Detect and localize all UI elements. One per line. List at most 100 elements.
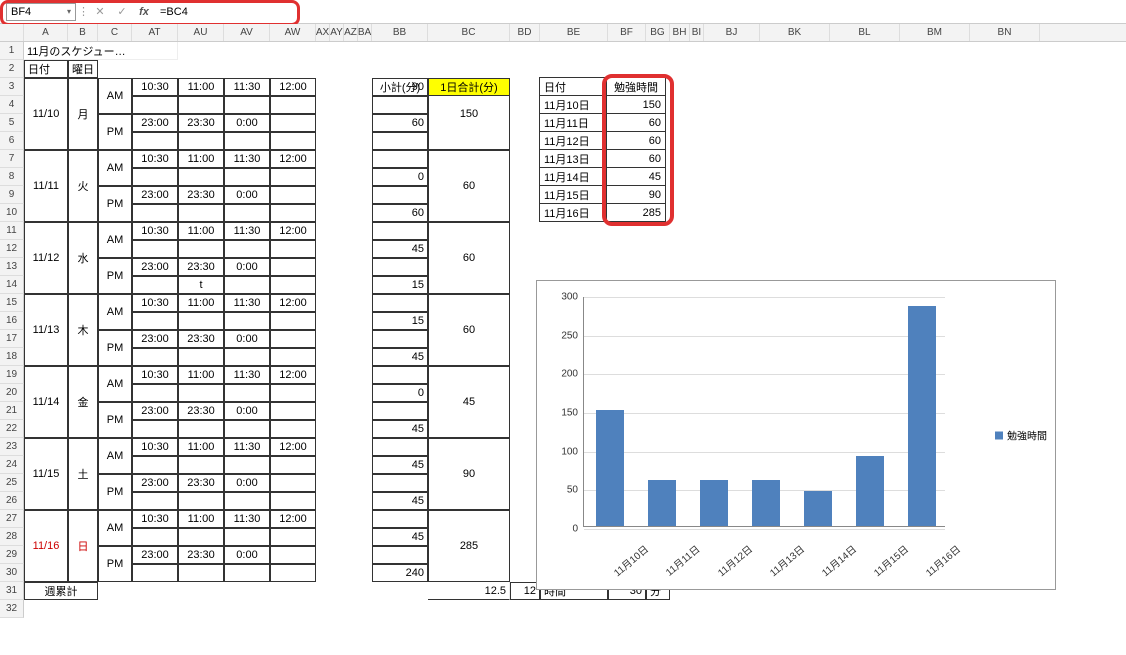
e[interactable] xyxy=(224,528,270,546)
e[interactable] xyxy=(224,312,270,330)
sub-1-0[interactable] xyxy=(372,150,428,168)
am-t-2-3[interactable]: 12:00 xyxy=(270,222,316,240)
pm-t-4-0[interactable]: 23:00 xyxy=(132,402,178,420)
sum-date[interactable]: 11月12日 xyxy=(539,131,607,150)
sub-1-3[interactable]: 60 xyxy=(372,204,428,222)
am-t-5-2[interactable]: 11:30 xyxy=(224,438,270,456)
pm-t-2-1[interactable]: 23:30 xyxy=(178,258,224,276)
am-t-4-2[interactable]: 11:30 xyxy=(224,366,270,384)
pm-3[interactable]: PM xyxy=(98,330,132,366)
e[interactable] xyxy=(178,528,224,546)
hdr-date[interactable]: 日付 xyxy=(24,60,68,78)
pm-t-1-0[interactable]: 23:00 xyxy=(132,186,178,204)
sum-hdr-val[interactable]: 勉強時間 xyxy=(606,77,666,96)
sum-val[interactable]: 150 xyxy=(606,95,666,114)
e[interactable] xyxy=(224,240,270,258)
wd-3[interactable]: 木 xyxy=(68,294,98,366)
row-header-8[interactable]: 8 xyxy=(0,168,24,186)
am-6[interactable]: AM xyxy=(98,510,132,546)
pm-t-2-2[interactable]: 0:00 xyxy=(224,258,270,276)
col-header-AU[interactable]: AU xyxy=(178,24,224,41)
sub-2-2[interactable] xyxy=(372,258,428,276)
weektotal-label[interactable]: 週累計 xyxy=(24,582,98,600)
date-2[interactable]: 11/12 xyxy=(24,222,68,294)
col-header-AV[interactable]: AV xyxy=(224,24,270,41)
e[interactable] xyxy=(270,492,316,510)
am-t-0-0[interactable]: 10:30 xyxy=(132,78,178,96)
sum-val[interactable]: 285 xyxy=(606,203,666,222)
row-header-3[interactable]: 3 xyxy=(0,78,24,96)
e[interactable] xyxy=(270,564,316,582)
insert-function-button[interactable]: fx xyxy=(134,3,154,21)
tot-2[interactable]: 60 xyxy=(428,222,510,294)
col-header-BG[interactable]: BG xyxy=(646,24,670,41)
pm-t-0-1[interactable]: 23:30 xyxy=(178,114,224,132)
e[interactable] xyxy=(224,96,270,114)
wd-2[interactable]: 水 xyxy=(68,222,98,294)
sum-date[interactable]: 11月11日 xyxy=(539,113,607,132)
am-t-4-3[interactable]: 12:00 xyxy=(270,366,316,384)
pm-t-2-0[interactable]: 23:00 xyxy=(132,258,178,276)
col-header-B[interactable]: B xyxy=(68,24,98,41)
e[interactable] xyxy=(132,96,178,114)
am-t-4-0[interactable]: 10:30 xyxy=(132,366,178,384)
sub-5-2[interactable] xyxy=(372,474,428,492)
col-header-BH[interactable]: BH xyxy=(670,24,690,41)
weektotal-val[interactable]: 12.5 xyxy=(428,582,510,600)
date-3[interactable]: 11/13 xyxy=(24,294,68,366)
col-header-AY[interactable]: AY xyxy=(330,24,344,41)
e[interactable] xyxy=(132,384,178,402)
sum-val[interactable]: 60 xyxy=(606,131,666,150)
row-header-32[interactable]: 32 xyxy=(0,600,24,618)
e[interactable] xyxy=(178,420,224,438)
e[interactable] xyxy=(270,96,316,114)
am-t-1-0[interactable]: 10:30 xyxy=(132,150,178,168)
am-4[interactable]: AM xyxy=(98,366,132,402)
col-header-AW[interactable]: AW xyxy=(270,24,316,41)
sub-0-1[interactable] xyxy=(372,96,428,114)
am-t-6-0[interactable]: 10:30 xyxy=(132,510,178,528)
e[interactable] xyxy=(178,384,224,402)
am-1[interactable]: AM xyxy=(98,150,132,186)
e[interactable] xyxy=(270,420,316,438)
sum-date[interactable]: 11月16日 xyxy=(539,203,607,222)
sub-4-1[interactable]: 0 xyxy=(372,384,428,402)
pm-1[interactable]: PM xyxy=(98,186,132,222)
sum-val[interactable]: 90 xyxy=(606,185,666,204)
pm-t-4-2[interactable]: 0:00 xyxy=(224,402,270,420)
e[interactable] xyxy=(132,204,178,222)
e[interactable] xyxy=(132,312,178,330)
e[interactable] xyxy=(270,204,316,222)
tot-5[interactable]: 90 xyxy=(428,438,510,510)
e[interactable] xyxy=(132,492,178,510)
am-t-2-2[interactable]: 11:30 xyxy=(224,222,270,240)
row-header-24[interactable]: 24 xyxy=(0,456,24,474)
e[interactable] xyxy=(178,312,224,330)
am-t-6-2[interactable]: 11:30 xyxy=(224,510,270,528)
e[interactable] xyxy=(270,276,316,294)
e[interactable] xyxy=(224,456,270,474)
sub-0-3[interactable] xyxy=(372,132,428,150)
pm-2[interactable]: PM xyxy=(98,258,132,294)
wd-1[interactable]: 火 xyxy=(68,150,98,222)
row-header-29[interactable]: 29 xyxy=(0,546,24,564)
am-t-5-0[interactable]: 10:30 xyxy=(132,438,178,456)
col-header-BD[interactable]: BD xyxy=(510,24,540,41)
pm-t-4-3[interactable] xyxy=(270,402,316,420)
sum-date[interactable]: 11月15日 xyxy=(539,185,607,204)
am-t-4-1[interactable]: 11:00 xyxy=(178,366,224,384)
am-t-0-2[interactable]: 11:30 xyxy=(224,78,270,96)
tot-6[interactable]: 285 xyxy=(428,510,510,582)
am-t-3-0[interactable]: 10:30 xyxy=(132,294,178,312)
pm-t-3-2[interactable]: 0:00 xyxy=(224,330,270,348)
pm-t-3-1[interactable]: 23:30 xyxy=(178,330,224,348)
row-header-4[interactable]: 4 xyxy=(0,96,24,114)
row-header-10[interactable]: 10 xyxy=(0,204,24,222)
col-header-BJ[interactable]: BJ xyxy=(704,24,760,41)
hdr-weekday[interactable]: 曜日 xyxy=(68,60,98,78)
am-3[interactable]: AM xyxy=(98,294,132,330)
e[interactable] xyxy=(132,348,178,366)
pm-t-6-2[interactable]: 0:00 xyxy=(224,546,270,564)
row-header-12[interactable]: 12 xyxy=(0,240,24,258)
e[interactable] xyxy=(224,204,270,222)
